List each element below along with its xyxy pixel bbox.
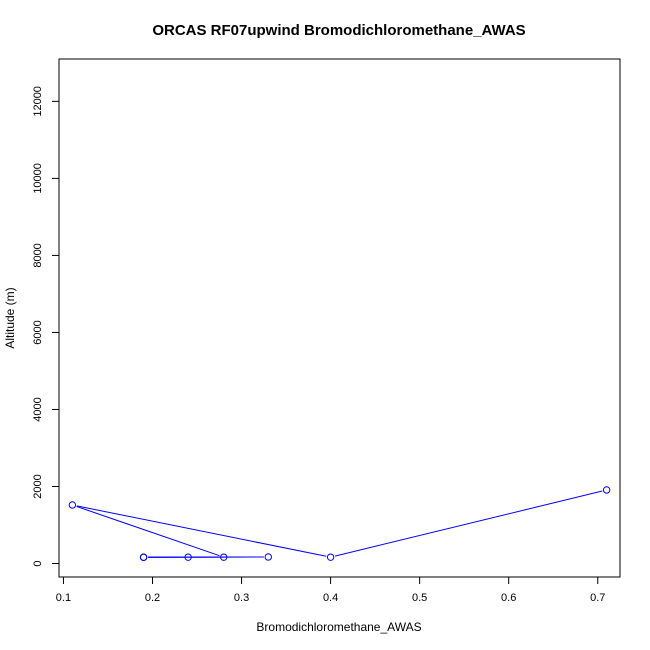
series-line-segment bbox=[76, 505, 327, 557]
data-point bbox=[68, 501, 77, 509]
series-line-segment bbox=[334, 490, 603, 557]
y-axis-label: Altitude (m) bbox=[3, 287, 17, 348]
x-tick-label: 0.5 bbox=[412, 592, 427, 604]
x-axis: 0.1 0.2 0.3 0.4 0.5 0.6 0.7 bbox=[56, 576, 605, 604]
data-point bbox=[264, 553, 272, 561]
y-axis: 0 2000 4000 6000 8000 10000 12000 bbox=[32, 86, 60, 567]
y-tick-label: 6000 bbox=[32, 320, 44, 344]
series-layer bbox=[68, 486, 611, 562]
y-tick-label: 8000 bbox=[32, 243, 44, 267]
chart-title: ORCAS RF07upwind Bromodichloromethane_AW… bbox=[152, 22, 525, 39]
x-tick-label: 0.2 bbox=[145, 592, 160, 604]
y-tick-label: 0 bbox=[32, 560, 44, 566]
plot-frame bbox=[58, 58, 621, 578]
y-tick-label: 12000 bbox=[32, 86, 44, 117]
y-tick-label: 2000 bbox=[32, 474, 44, 498]
x-axis-label: Bromodichloromethane_AWAS bbox=[256, 620, 421, 634]
y-tick-label: 4000 bbox=[32, 397, 44, 421]
data-point bbox=[326, 553, 335, 561]
series-line-segment bbox=[76, 505, 220, 557]
data-point bbox=[184, 553, 192, 561]
x-tick-label: 0.7 bbox=[590, 592, 605, 604]
x-tick-label: 0.6 bbox=[501, 592, 516, 604]
data-point bbox=[220, 553, 228, 561]
x-tick-label: 0.4 bbox=[323, 592, 338, 604]
x-tick-label: 0.3 bbox=[234, 592, 249, 604]
x-tick-label: 0.1 bbox=[56, 592, 71, 604]
data-point bbox=[139, 553, 148, 561]
data-point bbox=[602, 486, 611, 494]
y-tick-label: 10000 bbox=[32, 163, 44, 194]
